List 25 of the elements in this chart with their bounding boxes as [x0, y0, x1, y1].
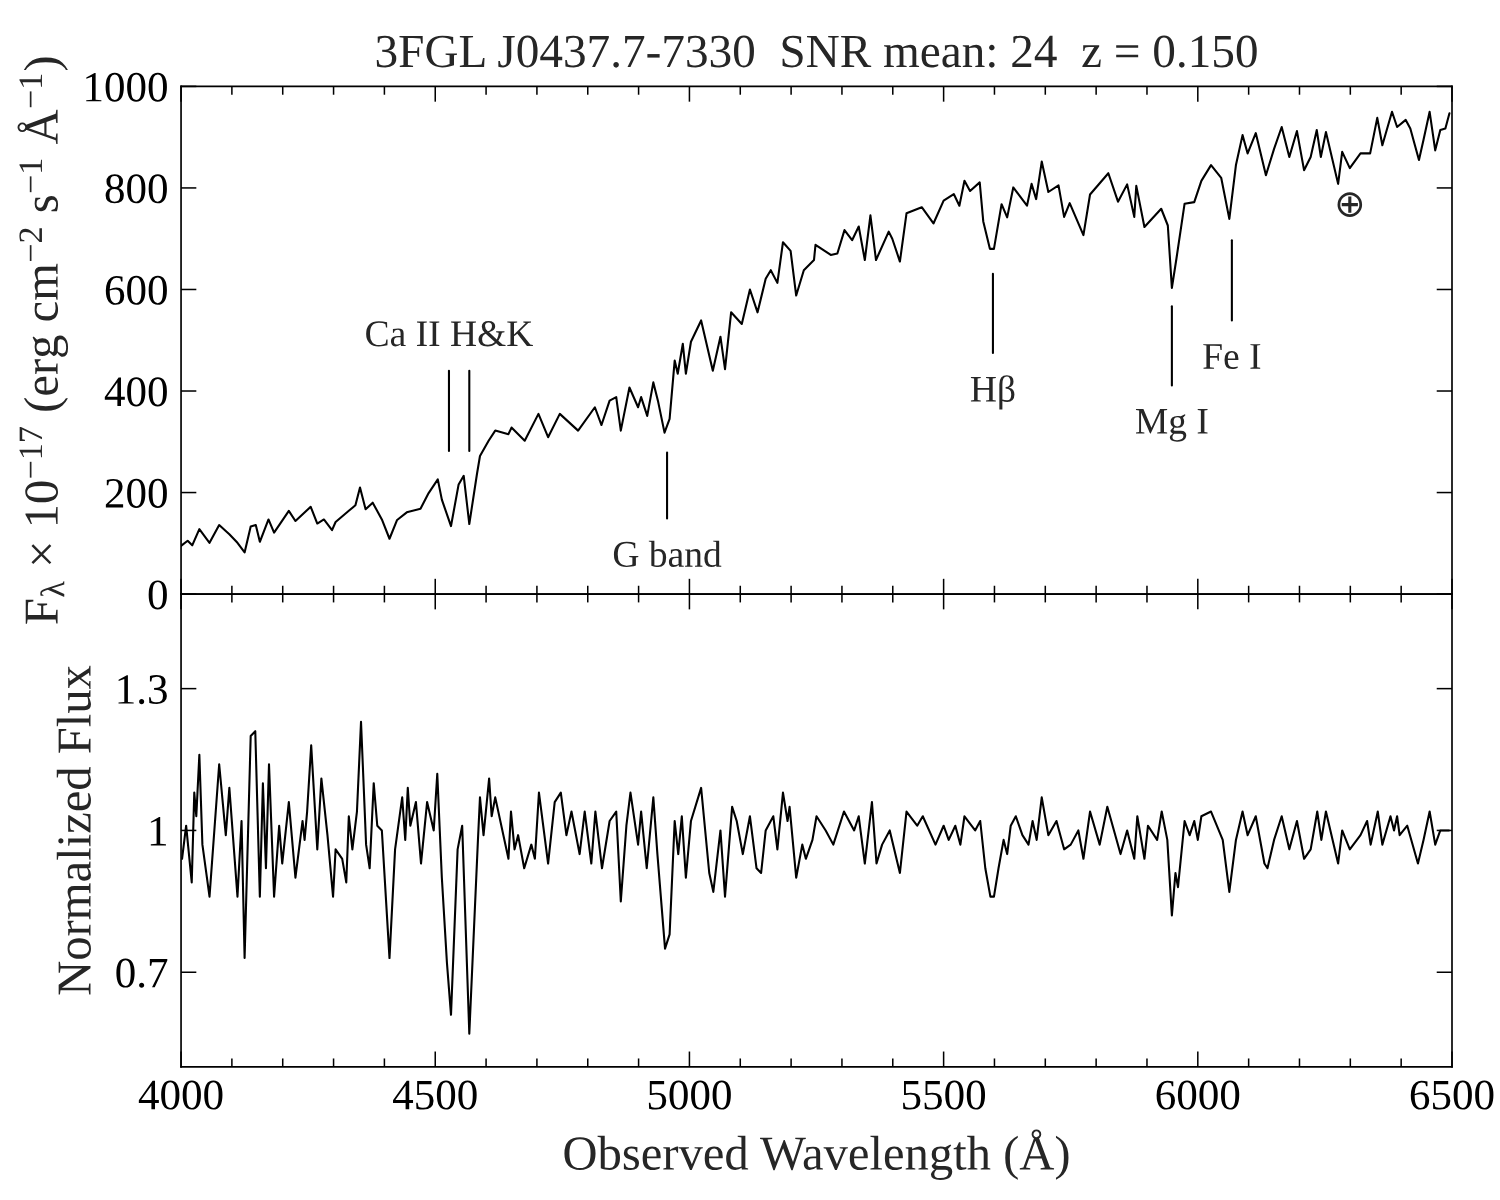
x-tick-label: 4500 [393, 1080, 477, 1110]
y-tick-label: 800 [105, 174, 167, 204]
annotation: Mg I [1135, 409, 1208, 442]
x-axis-title: Observed Wavelength (Å) [564, 1129, 1069, 1181]
x-tick-label: 5500 [903, 1080, 986, 1110]
x-tick-label: 6500 [1410, 1080, 1494, 1110]
chart-title: 3FGL J0437.7-7330 SNR mean: 24 z = 0.150 [376, 35, 1257, 68]
y-tick-label: 200 [105, 478, 167, 508]
annotation: Hβ [970, 375, 1015, 410]
x-tick-label: 6000 [1156, 1080, 1240, 1110]
annotation: Ca II H&K [366, 321, 533, 347]
x-tick-label: 5000 [648, 1080, 731, 1110]
annotation: G band [613, 540, 722, 568]
annotation: ⊕ [1337, 192, 1363, 217]
y-tick-label: 1.3 [118, 675, 167, 705]
y-tick-label: 600 [105, 275, 167, 305]
y-tick-label: 1 [150, 816, 166, 846]
y-axis-title: Normalized Flux [56, 665, 91, 995]
annotation: Fe I [1203, 344, 1261, 370]
y-tick-label: 400 [104, 377, 167, 407]
text: F$_{λ}$ × 10$^{−17}$ (erg cm$^{−2}$ s$^{−1}$ Å$^{−1}$) [17, 57, 69, 624]
y-tick-label: 1000 [86, 72, 167, 102]
y-tick-label: 0 [148, 580, 167, 610]
x-tick-label: 4000 [138, 1080, 223, 1110]
y-tick-label: 0.7 [116, 958, 168, 988]
